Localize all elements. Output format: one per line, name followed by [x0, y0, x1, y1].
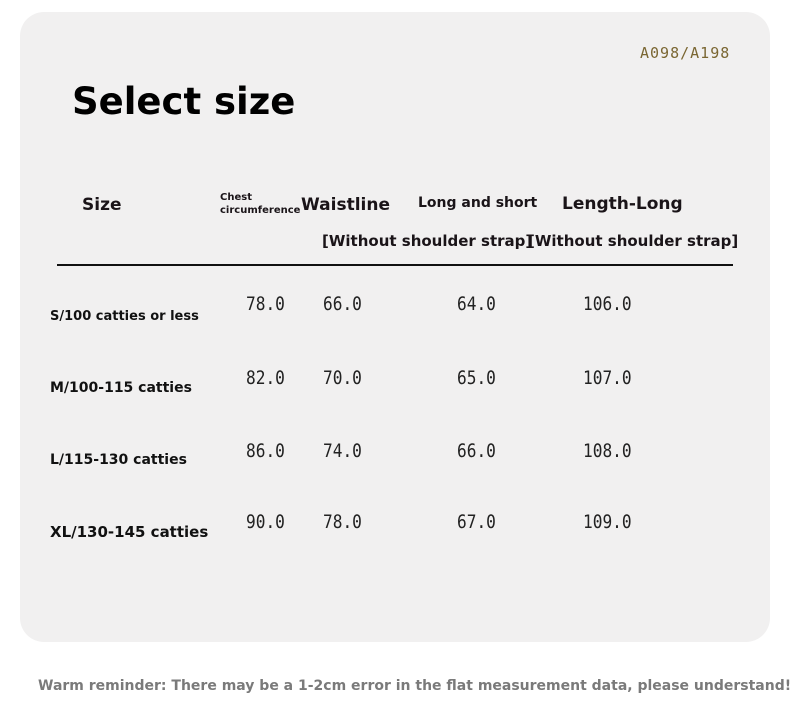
- page-title: Select size: [72, 80, 296, 123]
- header-size: Size: [82, 195, 122, 215]
- header-long-short: Long and short: [418, 195, 538, 211]
- header-note-2: [Without shoulder strap]: [528, 232, 739, 250]
- product-code: A098/A198: [640, 44, 731, 62]
- header-waistline: Waistline: [301, 195, 390, 215]
- header-chest: Chest circumference: [220, 192, 301, 216]
- size-chart-card: [20, 12, 770, 642]
- warm-reminder: Warm reminder: There may be a 1-2cm erro…: [38, 678, 790, 694]
- header-divider: [57, 264, 733, 266]
- header-length: Length-Long: [562, 194, 683, 214]
- header-note-1: [Without shoulder strap]: [322, 232, 533, 250]
